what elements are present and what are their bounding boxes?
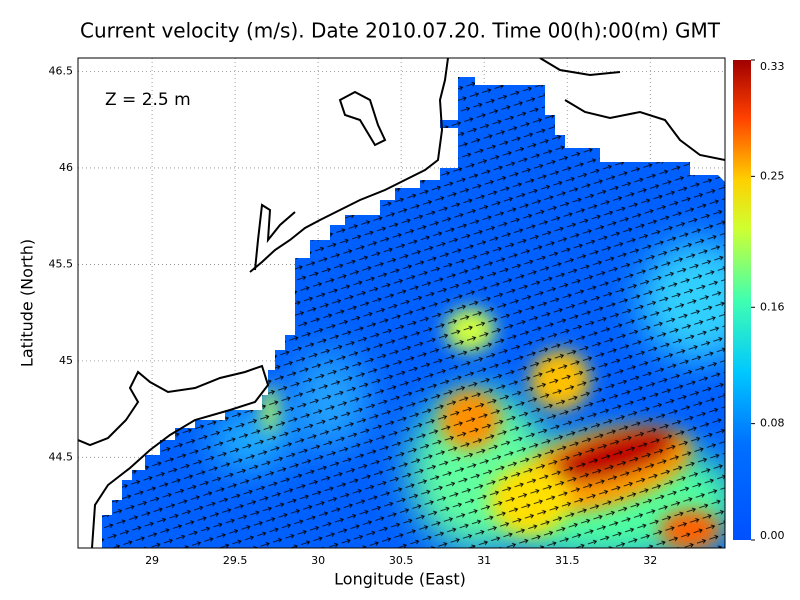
y-tick-label: 44.5 [49,450,74,463]
x-tick-label: 31.5 [555,554,580,567]
colorbar-tick-label: 0.16 [760,300,785,313]
x-tick-label: 30.5 [389,554,414,567]
x-tick-label: 31 [477,554,491,567]
colorbar-tick-label: 0.25 [760,169,785,182]
y-tick-label: 45.5 [49,257,74,270]
x-tick-label: 30 [311,554,325,567]
velocity-field [102,77,725,548]
y-axis-label: Latitude (North) [18,239,37,367]
x-axis-label: Longitude (East) [334,570,466,589]
plot-frame [77,57,726,549]
y-tick-label: 45 [59,354,73,367]
colorbar-tick-label: 0.33 [760,60,785,73]
depth-annotation: Z = 2.5 m [105,90,191,110]
title: Current velocity (m/s). Date 2010.07.20.… [80,19,721,43]
y-tick-label: 46 [59,161,73,174]
x-tick-label: 32 [643,554,657,567]
x-tick-label: 29.5 [223,554,248,567]
coastline [78,58,725,548]
y-tick-label: 46.5 [49,65,74,78]
colorbar [733,60,751,540]
colorbar-tick-label: 0.00 [760,529,785,542]
x-tick-label: 29 [145,554,159,567]
colorbar-tick-label: 0.08 [760,417,785,430]
